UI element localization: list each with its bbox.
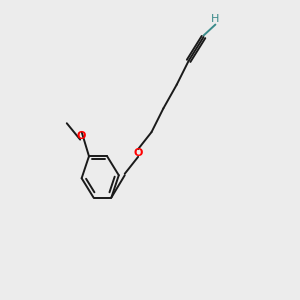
- Text: O: O: [77, 131, 86, 141]
- Text: H: H: [211, 14, 220, 24]
- Text: O: O: [134, 148, 143, 158]
